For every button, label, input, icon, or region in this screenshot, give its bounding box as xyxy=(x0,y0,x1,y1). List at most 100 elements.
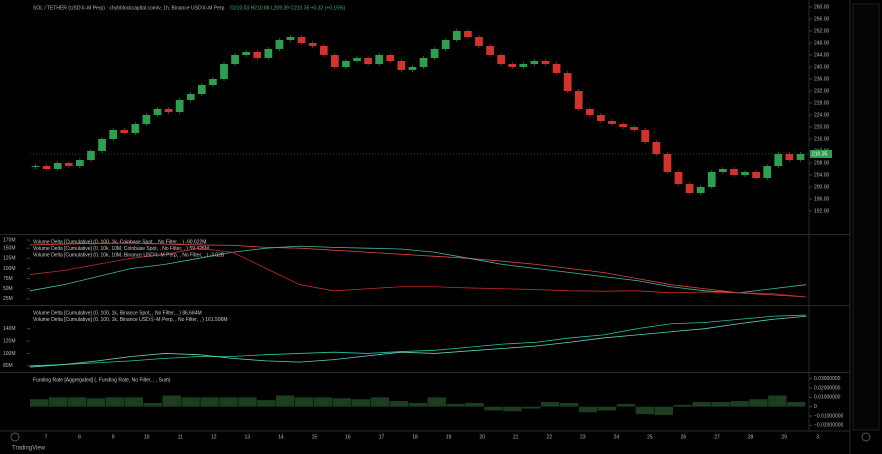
bar xyxy=(616,403,636,407)
candle xyxy=(452,30,461,40)
bar xyxy=(768,395,787,407)
x-tick-label: 18 xyxy=(412,434,418,440)
nav-button[interactable] xyxy=(10,432,20,442)
candle xyxy=(796,154,805,161)
y-tick-label: 200.00 xyxy=(814,184,830,190)
candle xyxy=(763,166,772,179)
candle xyxy=(64,163,73,167)
candle xyxy=(630,127,639,131)
y-tick-label: −0.01000000 xyxy=(814,413,844,419)
y-tick-label: 100M xyxy=(3,351,16,357)
candle xyxy=(563,72,572,91)
candle xyxy=(186,93,195,100)
x-tick-label: 20 xyxy=(479,434,485,440)
candle xyxy=(53,163,62,170)
y-tick-label: 196.00 xyxy=(814,196,830,202)
series-line xyxy=(29,314,807,367)
candle xyxy=(464,30,472,37)
candle xyxy=(519,63,528,67)
y-tick-label: 100M xyxy=(3,266,16,272)
candle xyxy=(674,172,683,185)
bar xyxy=(143,402,162,407)
candle xyxy=(585,108,594,115)
candle xyxy=(297,36,306,43)
candle xyxy=(109,130,118,140)
y-tick-label: 50M xyxy=(3,286,13,292)
y-tick-label: 140M xyxy=(3,326,16,332)
bar xyxy=(48,397,68,407)
side-panel xyxy=(852,3,880,431)
candle xyxy=(353,57,361,61)
candle xyxy=(87,151,95,161)
candle xyxy=(475,36,483,46)
legend-entry: Volume Delta [Cumulative] (0, 100, 1k, B… xyxy=(33,316,228,323)
candle xyxy=(752,172,760,179)
candle xyxy=(308,42,317,46)
candle xyxy=(275,39,284,49)
bar xyxy=(408,402,427,407)
bar xyxy=(654,406,674,416)
last-price-badge xyxy=(810,150,832,159)
x-tick-label: 27 xyxy=(714,434,720,440)
x-tick-label: 11 xyxy=(178,434,183,440)
series-line xyxy=(29,242,807,298)
y-tick-label: 220.00 xyxy=(814,124,830,130)
bar xyxy=(67,397,87,407)
candle xyxy=(608,121,616,125)
candle xyxy=(342,60,350,67)
brand: TradingView xyxy=(12,446,46,452)
y-tick-label: 80M xyxy=(3,363,13,369)
last-price-label: 210.35 xyxy=(812,151,828,157)
bar xyxy=(105,397,125,407)
bar xyxy=(124,397,144,407)
candle xyxy=(652,142,661,155)
bar xyxy=(219,397,238,407)
bar xyxy=(730,401,749,407)
bar xyxy=(597,406,617,411)
bar xyxy=(673,404,692,407)
x-tick-label: 7 xyxy=(45,434,48,440)
y-tick-label: 240.00 xyxy=(814,64,830,70)
candle xyxy=(486,45,494,55)
candle xyxy=(120,130,129,134)
bar xyxy=(541,402,560,407)
y-tick-label: 0.01000000 xyxy=(814,395,841,401)
y-tick-label: 0 xyxy=(814,404,817,410)
y-tick-label: 120M xyxy=(3,338,16,344)
bar xyxy=(522,406,541,409)
bar xyxy=(86,398,106,407)
y-tick-label: 204.00 xyxy=(814,172,830,178)
bar xyxy=(370,397,390,407)
y-tick-label: 0.02000000 xyxy=(814,385,841,391)
x-tick-label: 13 xyxy=(245,434,251,440)
y-tick-label: 75M xyxy=(3,276,13,282)
bar xyxy=(257,400,276,407)
bar xyxy=(162,395,181,407)
candle xyxy=(430,48,439,58)
y-tick-label: 256.00 xyxy=(814,16,830,22)
candle xyxy=(76,160,84,167)
x-tick-label: 29 xyxy=(781,434,787,440)
bar xyxy=(332,398,352,407)
y-tick-label: 232.00 xyxy=(814,88,830,94)
candle xyxy=(42,166,51,170)
bar xyxy=(465,402,484,407)
bar xyxy=(389,401,409,407)
x-tick-label: 19 xyxy=(446,434,452,440)
bar xyxy=(313,397,333,407)
x-tick-label: 16 xyxy=(345,434,351,440)
symbol-title: SOL / TETHER (USDⓈ-M Perp) · chybblockca… xyxy=(33,4,225,11)
y-tick-label: 0.03000000 xyxy=(814,376,841,382)
candle xyxy=(253,51,262,58)
bar xyxy=(503,406,522,412)
bar xyxy=(787,402,806,407)
candle xyxy=(408,66,417,70)
bar xyxy=(351,399,371,407)
settings-button[interactable] xyxy=(861,432,871,442)
candle xyxy=(375,54,384,64)
legend-entry: Volume Delta [Cumulative] (0, 10k, 10M, … xyxy=(33,246,209,252)
candle xyxy=(541,60,550,64)
x-tick-label: 14 xyxy=(278,434,284,440)
candle xyxy=(231,54,239,64)
